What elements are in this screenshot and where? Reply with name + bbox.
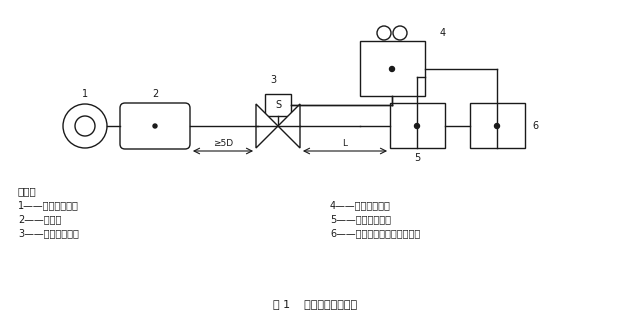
Text: 3——被试电磁阀；: 3——被试电磁阀；: [18, 228, 79, 238]
Circle shape: [415, 124, 420, 128]
Text: 说明；: 说明；: [18, 186, 37, 196]
Circle shape: [389, 66, 394, 72]
Circle shape: [495, 124, 500, 128]
Text: 5: 5: [414, 153, 420, 163]
Text: 2: 2: [152, 89, 158, 99]
Circle shape: [393, 26, 407, 40]
Text: 3: 3: [270, 75, 276, 85]
Bar: [265, 94, 291, 116]
Circle shape: [63, 104, 107, 148]
Text: 5——压力传感器；: 5——压力传感器；: [330, 214, 391, 224]
Bar: [360, 41, 425, 96]
Text: 图 1    响应时间试验装置: 图 1 响应时间试验装置: [273, 299, 357, 309]
Text: 4: 4: [440, 28, 446, 38]
Bar: [390, 103, 445, 148]
Circle shape: [153, 124, 157, 128]
Text: 1——流体压力源；: 1——流体压力源；: [18, 200, 79, 210]
Text: 4——灵敏继电器；: 4——灵敏继电器；: [330, 200, 391, 210]
Text: 1: 1: [82, 89, 88, 99]
Text: L: L: [343, 138, 348, 148]
Text: 6: 6: [532, 121, 538, 131]
FancyBboxPatch shape: [120, 103, 190, 149]
Bar: [470, 103, 525, 148]
Text: ≥5D: ≥5D: [213, 138, 233, 148]
Circle shape: [75, 116, 95, 136]
Text: 6——快速响应时间测量仪表。: 6——快速响应时间测量仪表。: [330, 228, 420, 238]
Polygon shape: [256, 104, 278, 148]
Polygon shape: [278, 104, 300, 148]
Text: 2——容器；: 2——容器；: [18, 214, 61, 224]
Text: S: S: [275, 100, 281, 110]
Circle shape: [377, 26, 391, 40]
